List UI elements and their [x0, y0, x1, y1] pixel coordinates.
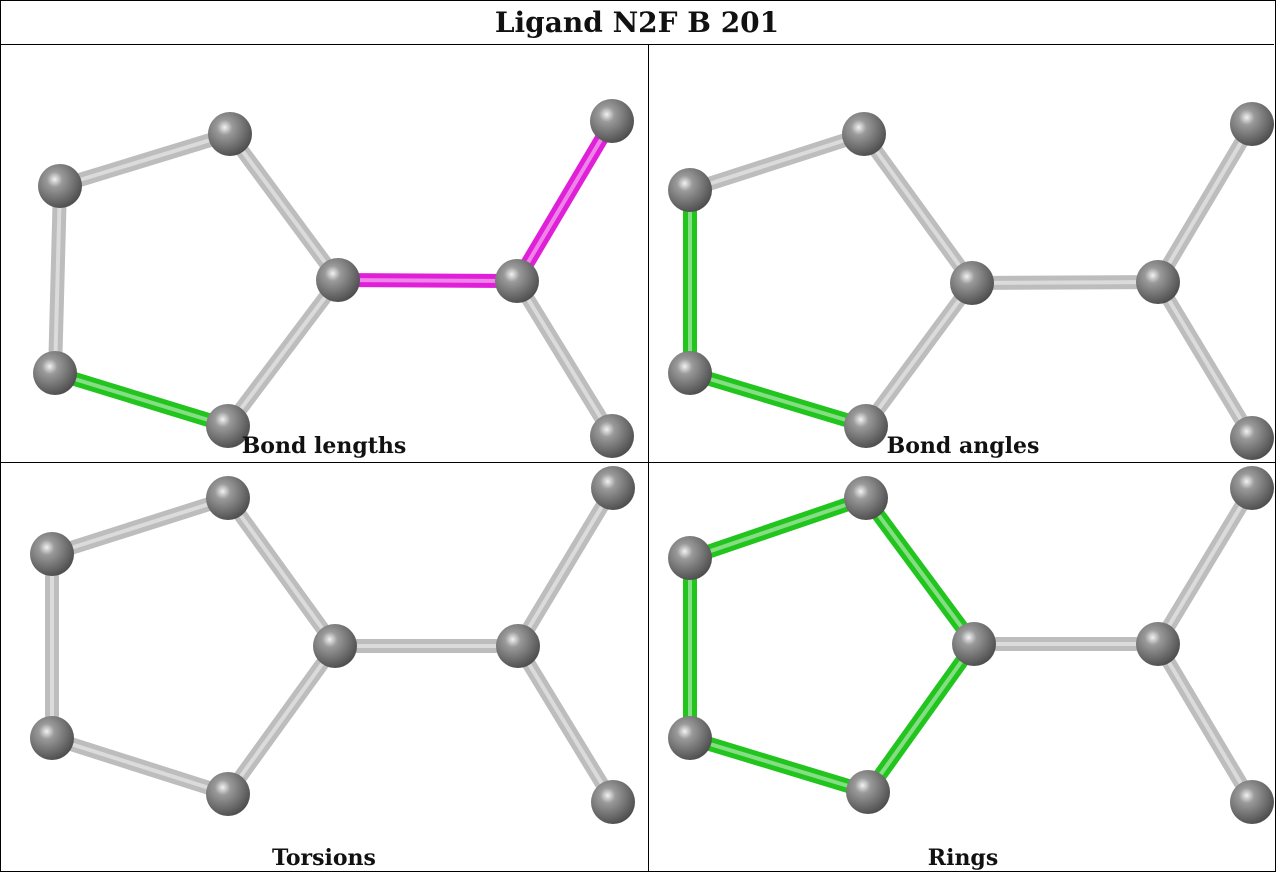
atom-c5	[495, 259, 539, 303]
molecule-view	[30, 466, 635, 824]
bond-c4-c3	[683, 366, 873, 433]
atom-c3	[206, 772, 250, 816]
bond-c3-c2	[221, 273, 345, 433]
bond-c5-c7	[1151, 637, 1259, 809]
atom-c1	[844, 476, 888, 520]
atom-c3	[206, 404, 250, 448]
bond-c4-c3	[683, 731, 875, 799]
bond-c3-c2	[221, 639, 342, 801]
bond-c3-c2	[859, 276, 979, 433]
figure-title: Ligand N2F B 201	[0, 0, 1274, 45]
bond-c1-c2	[857, 127, 979, 290]
atom-c0	[30, 532, 74, 576]
panel-rings	[650, 464, 1276, 882]
bond-c5-c6	[511, 481, 620, 653]
atom-c4	[33, 351, 77, 395]
caption-bond-angles: Bond angles	[886, 433, 1040, 459]
grid-divider-horizontal	[0, 462, 1276, 463]
atom-c0	[38, 164, 82, 208]
bond-c2-c5	[331, 273, 524, 288]
atom-c6	[1230, 102, 1274, 146]
bond-c5-c6	[510, 114, 619, 288]
atom-c7	[591, 780, 635, 824]
molecule-view	[668, 102, 1274, 460]
caption-bond-lengths: Bond lengths	[241, 433, 407, 459]
bond-c2-c5	[965, 275, 1165, 290]
atom-c0	[668, 536, 712, 580]
atom-c2	[316, 258, 360, 302]
caption-rings: Rings	[927, 845, 999, 871]
atom-c2	[313, 624, 357, 668]
atom-c2	[950, 261, 994, 305]
atom-c7	[1230, 780, 1274, 824]
grid-divider-vertical	[648, 44, 649, 872]
bond-c5-c6	[1151, 117, 1259, 289]
atom-c4	[668, 351, 712, 395]
bond-c0-c1	[45, 491, 235, 561]
atom-c5	[1136, 260, 1180, 304]
molecule-view	[668, 466, 1274, 824]
molecule-view	[33, 99, 634, 458]
bond-c1-c2	[859, 491, 981, 651]
bond-c3-c2	[861, 637, 981, 799]
panel-torsions	[0, 464, 640, 882]
atom-c5	[1136, 622, 1180, 666]
bond-c0-c4	[48, 179, 67, 380]
bond-c5-c7	[1151, 275, 1259, 445]
atom-c3	[846, 770, 890, 814]
atom-c4	[30, 716, 74, 760]
bond-c4-c3	[48, 366, 235, 433]
atom-c6	[590, 99, 634, 143]
bond-c0-c1	[683, 127, 871, 197]
atom-c6	[591, 466, 635, 510]
atom-c5	[496, 624, 540, 668]
atom-c1	[208, 112, 252, 156]
atom-c2	[952, 622, 996, 666]
atom-c1	[842, 112, 886, 156]
atom-c6	[1230, 466, 1274, 510]
panel-bond-angles	[650, 46, 1276, 464]
bond-c5-c6	[1151, 481, 1259, 651]
bond-c0-c1	[53, 127, 237, 193]
bond-c4-c3	[45, 731, 235, 801]
bond-c1-c2	[223, 127, 345, 287]
bond-c0-c1	[683, 491, 873, 565]
atom-c4	[668, 716, 712, 760]
atom-c1	[206, 476, 250, 520]
bond-c5-c7	[510, 274, 619, 443]
bond-c5-c7	[511, 639, 620, 809]
panel-bond-lengths	[0, 46, 640, 464]
atom-c3	[844, 404, 888, 448]
atom-c7	[1230, 416, 1274, 460]
bond-c1-c2	[221, 491, 342, 653]
atom-c0	[668, 168, 712, 212]
caption-torsions: Torsions	[272, 845, 376, 871]
atom-c7	[590, 414, 634, 458]
